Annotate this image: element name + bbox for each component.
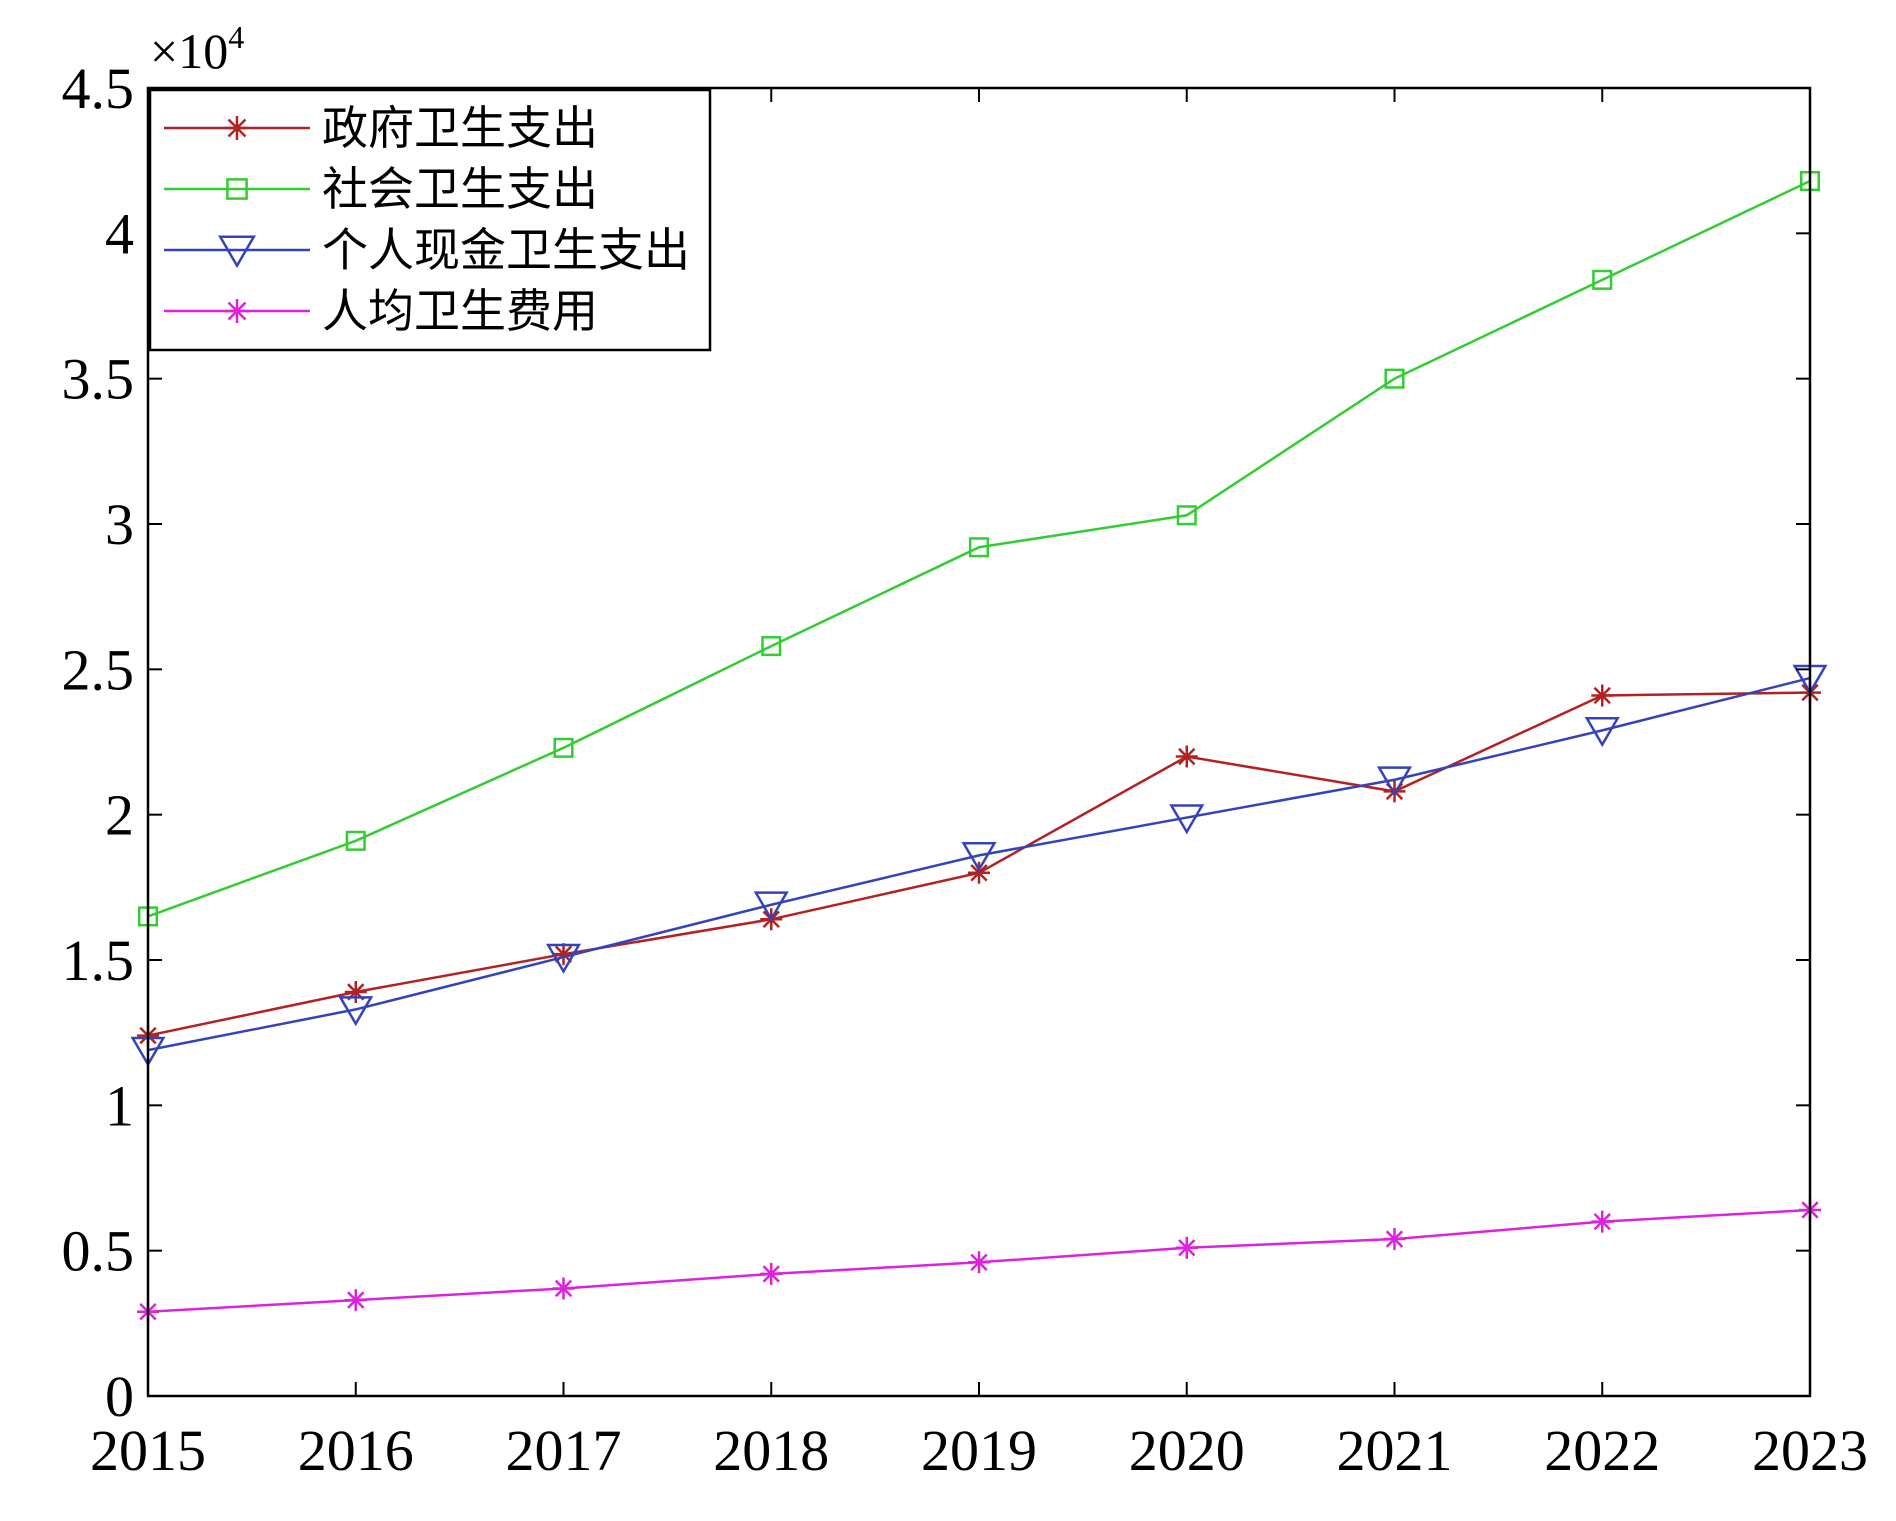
data-point — [552, 943, 575, 966]
data-point — [1384, 368, 1405, 389]
data-point — [760, 1262, 783, 1285]
data-point — [1592, 269, 1613, 290]
x-tick-label: 2019 — [921, 1418, 1037, 1483]
x-tick-label: 2018 — [713, 1418, 829, 1483]
legend-marker — [225, 299, 249, 323]
data-point — [1591, 1210, 1614, 1233]
y-tick-label: 4.5 — [62, 56, 135, 121]
data-point — [753, 891, 789, 922]
x-tick-label: 2020 — [1129, 1418, 1245, 1483]
data-point — [1176, 505, 1197, 526]
data-point — [968, 861, 990, 884]
data-point — [338, 996, 374, 1027]
y-tick-label: 0 — [105, 1364, 134, 1429]
series-line — [147, 179, 1811, 918]
x-tick-label: 2016 — [298, 1418, 414, 1483]
legend-label: 个人现金卫生支出 — [322, 223, 690, 277]
data-point — [1383, 780, 1406, 803]
data-point — [344, 980, 367, 1003]
data-point — [761, 636, 782, 657]
data-point — [961, 842, 997, 873]
y-tick-label: 3 — [105, 492, 134, 557]
legend-item: 政府卫生支出 — [164, 101, 598, 155]
y-tick-label: 1.5 — [62, 928, 135, 993]
legend-label: 政府卫生支出 — [322, 101, 598, 155]
legend-label: 人均卫生费用 — [322, 284, 598, 338]
y-multiplier-exponent: 4 — [228, 19, 244, 55]
x-tick-label: 2021 — [1337, 1418, 1453, 1483]
legend-item: 个人现金卫生支出 — [164, 223, 690, 277]
legend-marker — [226, 178, 248, 200]
data-point — [553, 737, 574, 758]
x-tick-label: 2023 — [1752, 1418, 1868, 1483]
data-point — [345, 830, 366, 851]
y-multiplier-label: ×104 — [150, 19, 244, 79]
data-point — [1175, 745, 1198, 768]
y-tick-label: 2 — [105, 783, 134, 848]
legend-marker — [225, 116, 249, 140]
y-tick-label: 0.5 — [62, 1219, 135, 1284]
data-point — [968, 1251, 990, 1274]
x-tick-label: 2022 — [1544, 1418, 1660, 1483]
legend-item: 人均卫生费用 — [164, 284, 598, 338]
x-tick-label: 2017 — [506, 1418, 622, 1483]
data-point — [968, 537, 990, 558]
y-tick-label: 3.5 — [62, 347, 135, 412]
data-point — [1175, 1236, 1198, 1259]
legend-item: 社会卫生支出 — [164, 162, 598, 216]
x-tick-label: 2015 — [90, 1418, 206, 1483]
data-point — [1376, 766, 1413, 797]
data-point — [1169, 804, 1205, 835]
legend-marker — [218, 235, 256, 269]
data-point — [545, 943, 582, 974]
data-point — [1584, 717, 1620, 748]
data-point — [552, 1277, 575, 1300]
y-tick-label: 4 — [105, 201, 134, 266]
legend-label: 社会卫生支出 — [322, 162, 598, 216]
series-line — [147, 676, 1811, 1052]
data-point — [1591, 684, 1614, 707]
y-tick-label: 1 — [105, 1073, 134, 1138]
y-tick-label: 2.5 — [62, 637, 135, 702]
data-point — [1383, 1228, 1406, 1251]
data-point — [344, 1289, 367, 1312]
